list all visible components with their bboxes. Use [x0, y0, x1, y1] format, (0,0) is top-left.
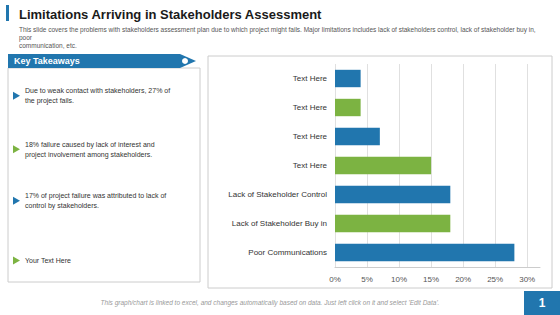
- svg-text:Text Here: Text Here: [293, 103, 328, 112]
- svg-text:0%: 0%: [329, 275, 341, 284]
- svg-text:Text Here: Text Here: [293, 74, 328, 83]
- svg-text:This graph/chart is linked to: This graph/chart is linked to excel, and…: [101, 299, 440, 307]
- svg-text:Due to weak contact with stake: Due to weak contact with stakeholders, 2…: [25, 87, 170, 94]
- svg-text:Your Text Here: Your Text Here: [25, 257, 71, 264]
- svg-text:30%: 30%: [519, 275, 535, 284]
- svg-text:Limitations Arriving in Stakeh: Limitations Arriving in Stakeholders Ass…: [19, 7, 322, 22]
- svg-text:18% failure caused by lack of: 18% failure caused by lack of interest a…: [25, 141, 155, 149]
- svg-text:poor: poor: [19, 34, 33, 42]
- svg-text:control by stakeholders.: control by stakeholders.: [25, 202, 99, 210]
- svg-text:20%: 20%: [455, 275, 471, 284]
- svg-text:25%: 25%: [487, 275, 503, 284]
- svg-text:Text Here: Text Here: [293, 161, 328, 170]
- svg-text:1: 1: [539, 296, 546, 310]
- svg-text:10%: 10%: [391, 275, 407, 284]
- svg-text:Key Takeaways: Key Takeaways: [14, 56, 80, 66]
- svg-text:Poor Communications: Poor Communications: [248, 248, 327, 257]
- svg-text:Lack of Stakeholder Buy in: Lack of Stakeholder Buy in: [232, 219, 327, 228]
- svg-text:17% of project failure was att: 17% of project failure was attributed to…: [25, 192, 166, 200]
- svg-text:Lack of Stakeholder Control: Lack of Stakeholder Control: [228, 190, 327, 199]
- svg-text:the project fails.: the project fails.: [25, 97, 74, 105]
- svg-text:5%: 5%: [361, 275, 373, 284]
- svg-text:This slide covers the problems: This slide covers the problems with stak…: [19, 26, 537, 34]
- svg-text:Text Here: Text Here: [293, 132, 328, 141]
- svg-text:project involvement among stak: project involvement among stakeholders.: [25, 151, 152, 159]
- svg-text:15%: 15%: [423, 275, 439, 284]
- svg-text:communication, etc.: communication, etc.: [19, 42, 77, 49]
